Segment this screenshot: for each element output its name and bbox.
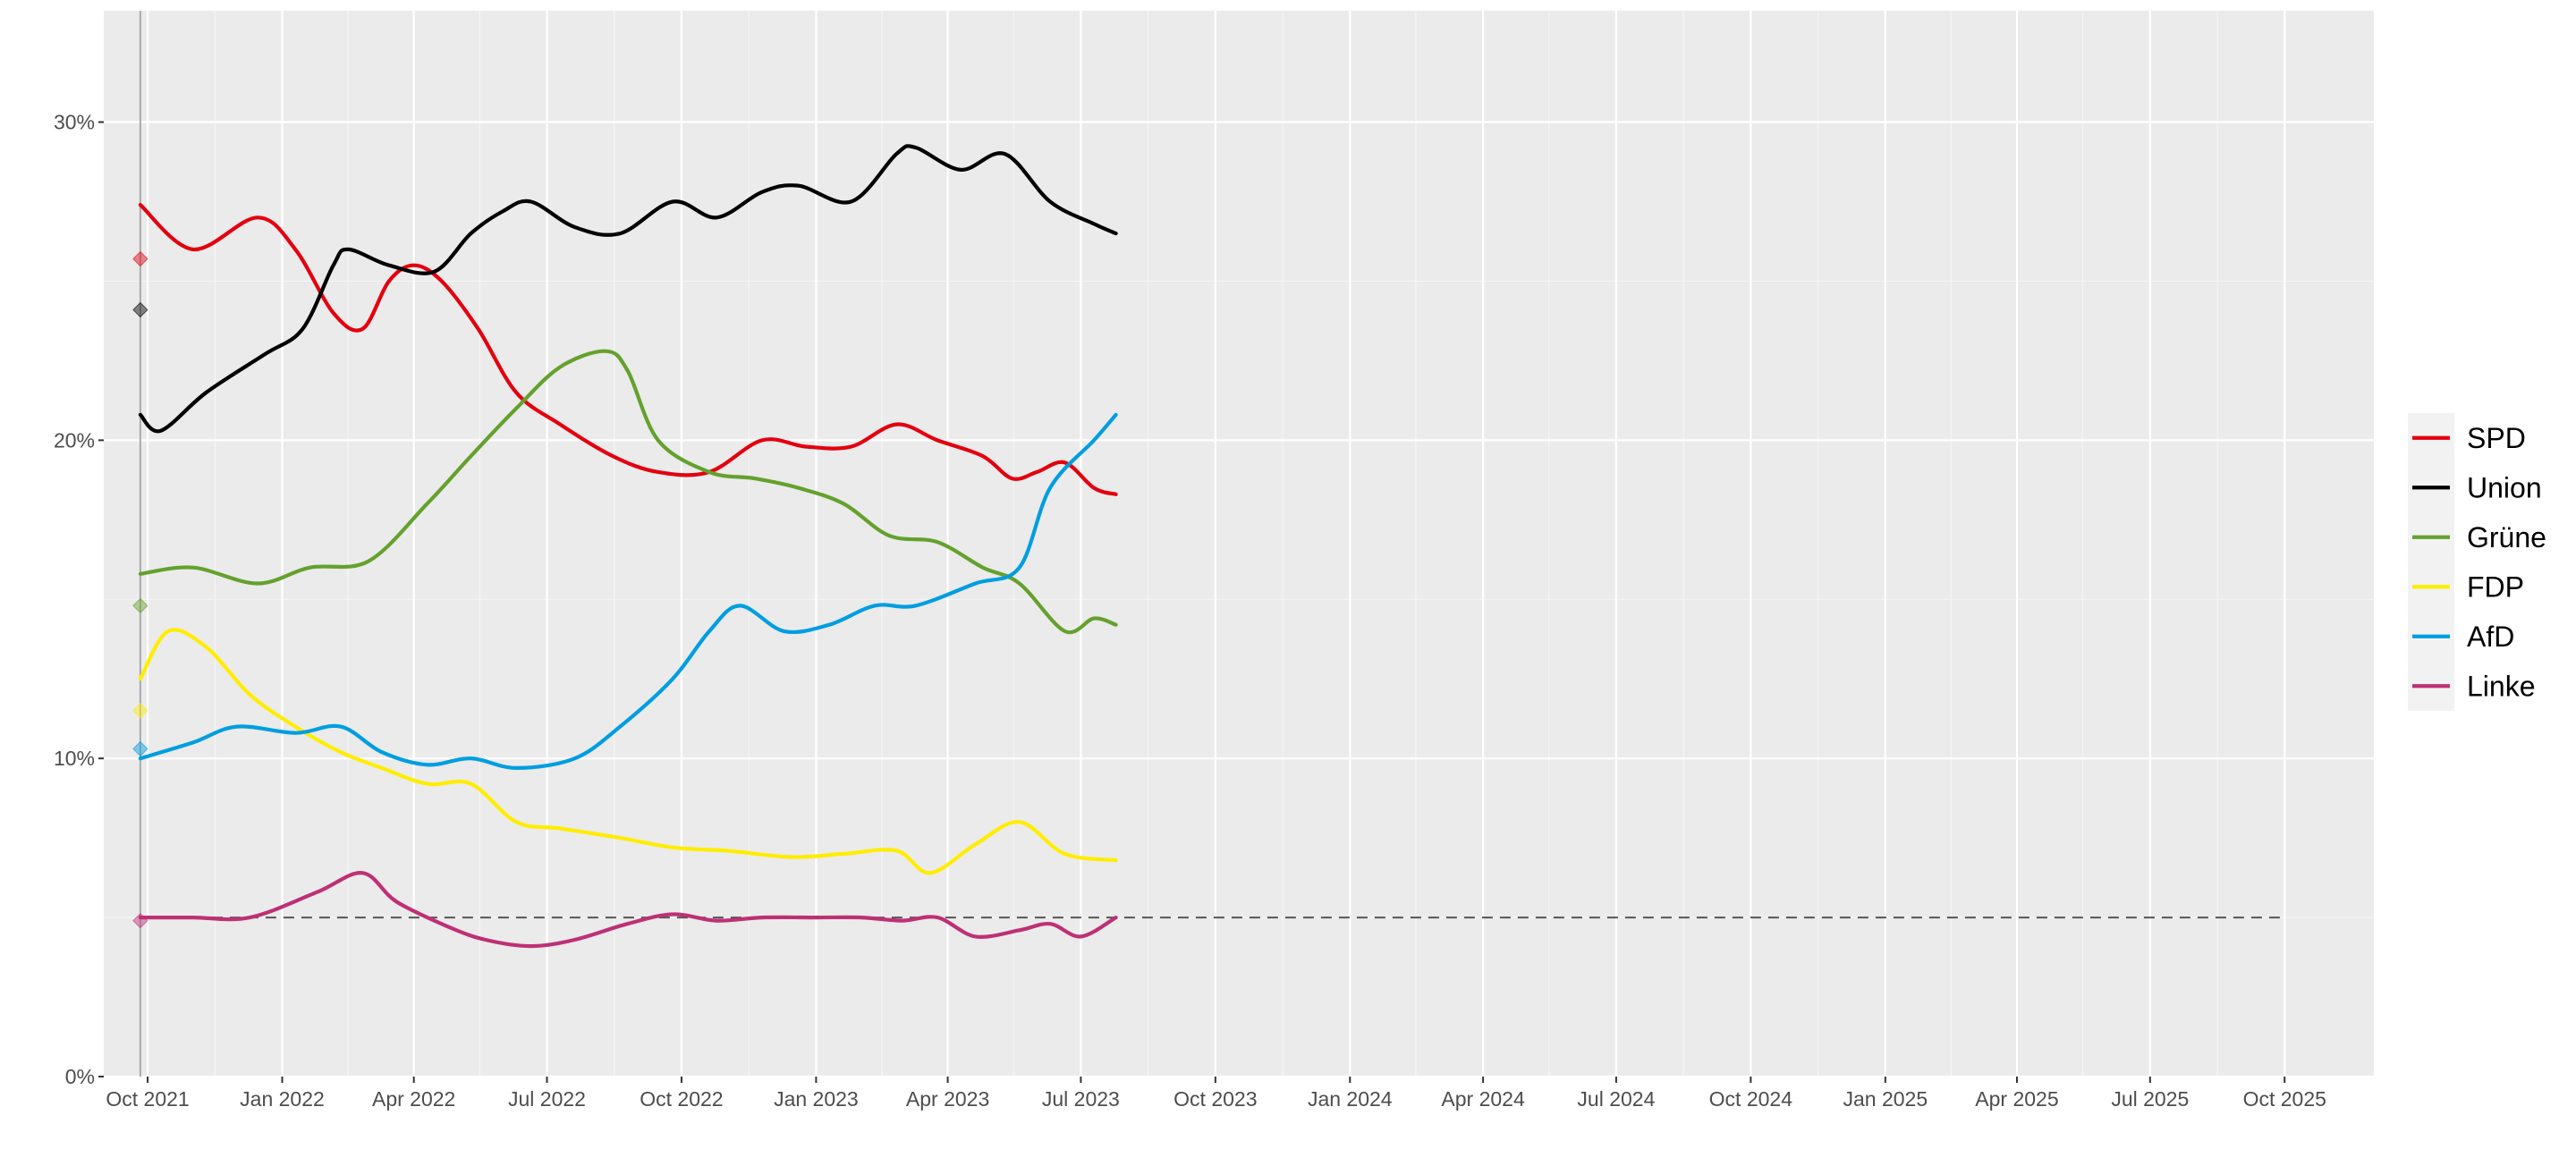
x-axis-tick-label: Apr 2022 (372, 1087, 455, 1111)
x-axis-tick-label: Jan 2024 (1308, 1087, 1393, 1111)
series-line-linke (138, 871, 1118, 949)
x-axis-tick-label: Jan 2023 (774, 1087, 859, 1111)
series-line-fdp (138, 628, 1118, 875)
y-axis-tick-label: 30% (54, 111, 95, 134)
x-axis-tick-label: Oct 2022 (640, 1087, 723, 1111)
x-axis-tick-label: Jul 2025 (2111, 1087, 2189, 1111)
legend-label: Grüne (2467, 521, 2546, 553)
x-axis-tick-label: Jul 2024 (1577, 1087, 1655, 1111)
election-result-marker (132, 301, 148, 318)
legend-label: FDP (2467, 570, 2524, 603)
legend-label: Union (2467, 471, 2542, 503)
y-axis-tick-label: 20% (54, 428, 95, 452)
x-axis-tick-label: Oct 2025 (2243, 1087, 2326, 1111)
series-line-spd (138, 203, 1118, 496)
x-axis-tick-label: Jan 2025 (1843, 1087, 1928, 1111)
x-axis-tick-label: Jul 2022 (508, 1087, 586, 1111)
x-axis-tick-label: Oct 2023 (1174, 1087, 1257, 1111)
election-result-marker (132, 597, 148, 614)
series-line-grüne (138, 349, 1118, 635)
x-axis-tick-label: Jan 2022 (240, 1087, 325, 1111)
x-axis-tick-label: Jul 2023 (1042, 1087, 1120, 1111)
legend-label: Linke (2467, 670, 2536, 702)
x-axis-tick-label: Oct 2021 (106, 1087, 189, 1111)
y-axis-tick-label: 0% (65, 1065, 95, 1088)
election-result-marker (132, 740, 148, 757)
x-axis-tick-label: Apr 2023 (906, 1087, 989, 1111)
legend-key-background (2408, 413, 2454, 711)
series-line-afd (138, 412, 1118, 770)
x-axis-tick-label: Apr 2025 (1975, 1087, 2058, 1111)
y-axis-tick-label: 10% (54, 747, 95, 770)
x-axis-tick-label: Oct 2024 (1709, 1087, 1793, 1111)
plot-panel (104, 11, 2374, 1077)
election-result-marker (132, 250, 148, 267)
series-line-union (138, 144, 1118, 434)
x-axis-tick-label: Apr 2024 (1441, 1087, 1525, 1111)
legend-label: SPD (2467, 422, 2526, 454)
election-result-marker (132, 703, 148, 719)
legend: SPD Union Grüne FDP AfD Linke (2408, 413, 2546, 711)
legend-label: AfD (2467, 621, 2514, 653)
